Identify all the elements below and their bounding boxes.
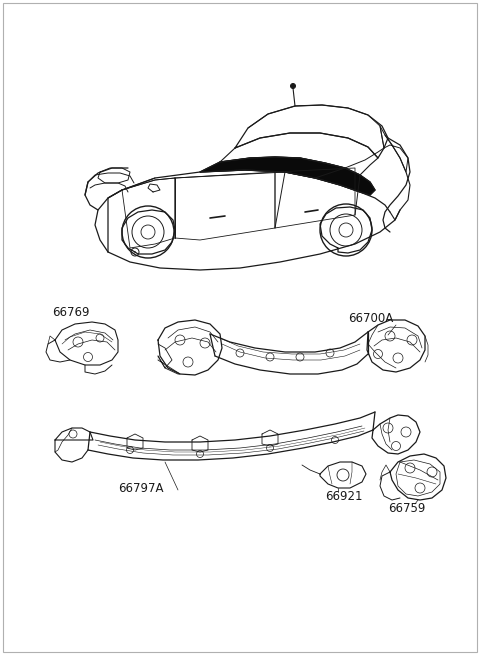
Circle shape [290,83,296,88]
Text: 66700A: 66700A [348,312,393,324]
Text: 66759: 66759 [388,502,425,514]
Polygon shape [158,356,180,374]
Text: 66769: 66769 [52,305,89,318]
Text: 66921: 66921 [325,489,362,502]
Polygon shape [200,157,375,195]
Text: 66797A: 66797A [118,481,164,495]
